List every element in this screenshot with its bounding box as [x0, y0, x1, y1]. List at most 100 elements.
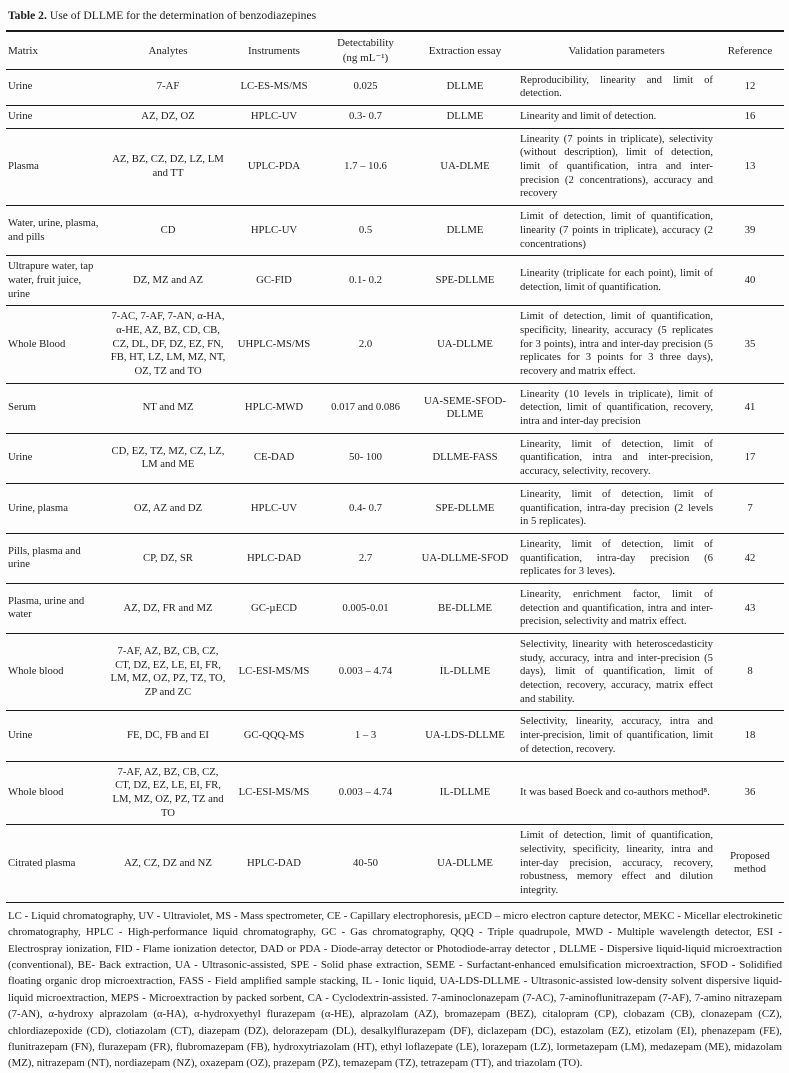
- cell-extraction: UA-DLLME: [413, 824, 517, 903]
- cell-validation: Linearity, enrichment factor, limit of d…: [517, 583, 716, 635]
- cell-matrix: Citrated plasma: [6, 824, 106, 903]
- cell-detectability: 0.003 – 4.74: [318, 761, 413, 826]
- cell-detectability: 0.005-0.01: [318, 583, 413, 635]
- cell-validation: Selectivity, linearity with heteroscedas…: [517, 633, 716, 712]
- cell-detectability: 0.017 and 0.086: [318, 383, 413, 434]
- cell-reference: 8: [716, 633, 784, 712]
- cell-instruments: UHPLC-MS/MS: [230, 305, 318, 384]
- cell-detectability: 0.5: [318, 205, 413, 257]
- col-header-validation: Validation parameters: [517, 30, 716, 70]
- cell-matrix: Whole blood: [6, 761, 106, 826]
- cell-detectability: 0.3- 0.7: [318, 105, 413, 129]
- cell-analytes: OZ, AZ and DZ: [106, 483, 230, 534]
- cell-validation: Selectivity, linearity, accuracy, intra …: [517, 710, 716, 762]
- cell-instruments: HPLC-UV: [230, 105, 318, 129]
- cell-extraction: IL-DLLME: [413, 761, 517, 826]
- cell-validation: Linearity (triplicate for each point), l…: [517, 255, 716, 307]
- cell-detectability: 0.025: [318, 69, 413, 107]
- table-row: Citrated plasma AZ, CZ, DZ and NZ HPLC-D…: [6, 824, 784, 903]
- cell-instruments: GC-µECD: [230, 583, 318, 635]
- cell-extraction: UA-LDS-DLLME: [413, 710, 517, 762]
- cell-extraction: UA-DLME: [413, 128, 517, 207]
- cell-analytes: AZ, CZ, DZ and NZ: [106, 824, 230, 903]
- table-title: Table 2. Use of DLLME for the determinati…: [8, 9, 784, 23]
- cell-validation: It was based Boeck and co-authors method…: [517, 761, 716, 826]
- cell-matrix: Serum: [6, 383, 106, 434]
- col-header-extraction: Extraction essay: [413, 30, 517, 70]
- cell-instruments: CE-DAD: [230, 433, 318, 484]
- col-header-reference: Reference: [716, 30, 784, 70]
- table-row: Urine, plasma OZ, AZ and DZ HPLC-UV 0.4-…: [6, 483, 784, 534]
- cell-analytes: AZ, BZ, CZ, DZ, LZ, LM and TT: [106, 128, 230, 207]
- cell-reference: 41: [716, 383, 784, 434]
- cell-extraction: BE-DLLME: [413, 583, 517, 635]
- table-title-label: Table 2.: [8, 9, 47, 22]
- cell-validation: Linearity and limit of detection.: [517, 105, 716, 129]
- cell-detectability: 2.7: [318, 533, 413, 584]
- table-row: Water, urine, plasma, and pills CD HPLC-…: [6, 205, 784, 257]
- cell-detectability: 50- 100: [318, 433, 413, 484]
- cell-analytes: 7-AC, 7-AF, 7-AN, α-HA, α-HE, AZ, BZ, CD…: [106, 305, 230, 384]
- cell-validation: Linearity (7 points in triplicate), sele…: [517, 128, 716, 207]
- cell-reference: 43: [716, 583, 784, 635]
- cell-extraction: IL-DLLME: [413, 633, 517, 712]
- cell-reference: 12: [716, 69, 784, 107]
- cell-analytes: CP, DZ, SR: [106, 533, 230, 584]
- table-row: Whole blood 7-AF, AZ, BZ, CB, CZ, CT, DZ…: [6, 761, 784, 826]
- cell-reference: 35: [716, 305, 784, 384]
- cell-reference: 42: [716, 533, 784, 584]
- cell-instruments: GC-QQQ-MS: [230, 710, 318, 762]
- cell-reference: 39: [716, 205, 784, 257]
- cell-reference: 18: [716, 710, 784, 762]
- cell-extraction: UA-SEME-SFOD-DLLME: [413, 383, 517, 434]
- cell-instruments: LC-ES-MS/MS: [230, 69, 318, 107]
- cell-validation: Limit of detection, limit of quantificat…: [517, 824, 716, 903]
- cell-matrix: Urine: [6, 710, 106, 762]
- cell-instruments: LC-ESI-MS/MS: [230, 761, 318, 826]
- cell-instruments: UPLC-PDA: [230, 128, 318, 207]
- cell-matrix: Urine: [6, 105, 106, 129]
- cell-analytes: AZ, DZ, OZ: [106, 105, 230, 129]
- cell-instruments: GC-FID: [230, 255, 318, 307]
- cell-matrix: Urine, plasma: [6, 483, 106, 534]
- cell-extraction: SPE-DLLME: [413, 255, 517, 307]
- cell-analytes: NT and MZ: [106, 383, 230, 434]
- table-row: Serum NT and MZ HPLC-MWD 0.017 and 0.086…: [6, 383, 784, 434]
- col-header-matrix: Matrix: [6, 30, 106, 70]
- cell-reference: 16: [716, 105, 784, 129]
- cell-validation: Limit of detection, limit of quantificat…: [517, 205, 716, 257]
- cell-matrix: Water, urine, plasma, and pills: [6, 205, 106, 257]
- table-row: Urine CD, EZ, TZ, MZ, CZ, LZ, LM and ME …: [6, 433, 784, 484]
- cell-reference: 17: [716, 433, 784, 484]
- table-footnote: LC - Liquid chromatography, UV - Ultravi…: [8, 909, 782, 1070]
- col-header-detectability-line1: Detectability: [337, 37, 394, 50]
- cell-instruments: HPLC-UV: [230, 205, 318, 257]
- cell-analytes: 7-AF: [106, 69, 230, 107]
- cell-matrix: Urine: [6, 433, 106, 484]
- cell-detectability: 1 – 3: [318, 710, 413, 762]
- table-row: Urine 7-AF LC-ES-MS/MS 0.025 DLLME Repro…: [6, 69, 784, 107]
- cell-detectability: 0.1- 0.2: [318, 255, 413, 307]
- cell-extraction: DLLME: [413, 69, 517, 107]
- cell-validation: Limit of detection, limit of quantificat…: [517, 305, 716, 384]
- cell-analytes: DZ, MZ and AZ: [106, 255, 230, 307]
- cell-reference: 7: [716, 483, 784, 534]
- cell-matrix: Urine: [6, 69, 106, 107]
- cell-extraction: DLLME-FASS: [413, 433, 517, 484]
- cell-validation: Linearity, limit of detection, limit of …: [517, 433, 716, 484]
- header-row: Matrix Analytes Instruments Detectabilit…: [6, 30, 784, 70]
- cell-matrix: Plasma: [6, 128, 106, 207]
- cell-instruments: HPLC-DAD: [230, 824, 318, 903]
- cell-extraction: UA-DLLME: [413, 305, 517, 384]
- cell-reference: 13: [716, 128, 784, 207]
- cell-detectability: 0.4- 0.7: [318, 483, 413, 534]
- cell-validation: Linearity, limit of detection, limit of …: [517, 533, 716, 584]
- cell-analytes: AZ, DZ, FR and MZ: [106, 583, 230, 635]
- cell-extraction: UA-DLLME-SFOD: [413, 533, 517, 584]
- cell-matrix: Whole blood: [6, 633, 106, 712]
- cell-reference: Proposed method: [716, 824, 784, 903]
- cell-analytes: FE, DC, FB and EI: [106, 710, 230, 762]
- col-header-analytes: Analytes: [106, 30, 230, 70]
- cell-detectability: 1.7 – 10.6: [318, 128, 413, 207]
- cell-matrix: Whole Blood: [6, 305, 106, 384]
